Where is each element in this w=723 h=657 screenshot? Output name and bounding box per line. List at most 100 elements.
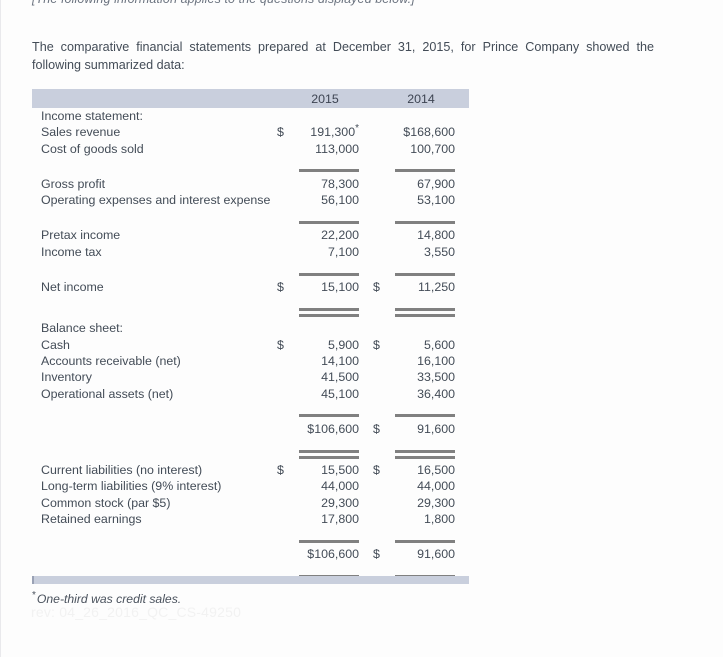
footnote-marker: *: [32, 589, 36, 601]
row-label: Cost of goods sold: [41, 141, 144, 156]
cell-value: 16,100: [417, 353, 455, 368]
table-row: Net income $15,100 $11,250: [32, 279, 469, 295]
cell-value: 100,700: [410, 141, 455, 156]
row-label: Pretax income: [41, 228, 121, 243]
table-row: Inventory 41,500 33,500: [32, 369, 469, 385]
double-rule-row: [32, 446, 469, 462]
currency-symbol: $: [373, 547, 380, 562]
table-body: Income statement: Sales revenue $191,300*…: [32, 108, 469, 588]
revision-watermark: rev: 04_26_2016_QC_CS-49250: [31, 604, 242, 620]
subtotal-underline: [395, 220, 455, 224]
total-double-underline: [299, 449, 359, 453]
row-label: Cash: [41, 337, 70, 352]
comparative-financials-table: 2015 2014 Income statement: Sales revenu…: [32, 89, 469, 588]
spacer-row: [32, 295, 469, 304]
rule-spacer: [32, 446, 277, 462]
spacer-row: [32, 563, 469, 572]
table-header: 2015 2014: [32, 89, 469, 108]
spacer-row: [32, 157, 469, 166]
table-header-row: 2015 2014: [32, 89, 469, 108]
cell-value: 106,600: [314, 421, 359, 436]
cell-value: 56,100: [321, 193, 359, 208]
currency-symbol: $: [373, 337, 380, 352]
table-row: Pretax income 22,200 14,800: [32, 227, 469, 243]
footnote-text: One-third was credit sales.: [36, 592, 182, 606]
cell-value: 14,100: [321, 353, 359, 368]
section-title: Balance sheet:: [41, 321, 123, 336]
single-rule-row: [32, 536, 469, 546]
table-row: $106,600 $91,600: [32, 546, 469, 562]
cell-value: 3,550: [423, 244, 455, 259]
row-label: Operational assets (net): [41, 386, 174, 401]
cell-value: 14,800: [417, 228, 455, 243]
clipped-instruction-note: [The following information applies to th…: [32, 0, 415, 6]
row-label: [32, 546, 277, 562]
table-row: Retained earnings 17,800 1,800: [32, 511, 469, 527]
table-row: Common stock (par $5) 29,300 29,300: [32, 495, 469, 511]
column-header-label: [32, 89, 277, 108]
currency-symbol: $: [277, 463, 284, 478]
currency-symbol: $: [277, 280, 284, 295]
table-row: Cash $5,900 $5,600: [32, 337, 469, 353]
column-header-2014: 2014: [373, 89, 469, 108]
currency-symbol: $: [307, 421, 315, 436]
cell-value: 29,300: [417, 495, 455, 510]
section-divider-bar: [32, 576, 469, 584]
table-row: Operating expenses and interest expense 5…: [32, 192, 469, 208]
cell-value: 41,500: [321, 370, 359, 385]
cell-value: 36,400: [417, 386, 455, 401]
subtotal-underline: [395, 272, 455, 276]
row-label: Sales revenue: [41, 125, 121, 140]
cell-value: 1,800: [423, 512, 455, 527]
row-label: Inventory: [41, 370, 92, 385]
row-label: Accounts receivable (net): [41, 353, 181, 368]
row-label: Operating expenses and interest expense: [41, 193, 271, 208]
section-title: Income statement:: [41, 109, 143, 123]
total-double-underline: [395, 307, 455, 311]
spacer-row: [32, 527, 469, 536]
rule-spacer: [32, 536, 277, 546]
rule-spacer: [32, 304, 277, 320]
cell-value: 5,900: [327, 337, 359, 352]
spacer-row: [32, 260, 469, 269]
cell-value: 7,100: [327, 244, 359, 259]
cell-value: 11,250: [418, 280, 455, 295]
subtotal-underline: [395, 414, 455, 418]
cell-value: 91,600: [417, 547, 455, 562]
currency-symbol: $: [373, 280, 380, 295]
subtotal-underline: [299, 414, 359, 418]
cell-value: 44,000: [417, 479, 455, 494]
table-row: Income tax 7,100 3,550: [32, 244, 469, 260]
rule-spacer: [32, 411, 277, 421]
cell-value: 191,300: [310, 125, 356, 140]
table-row: Long-term liabilities (9% interest) 44,00…: [32, 478, 469, 494]
cell-value: 22,200: [321, 228, 359, 243]
column-header-2015: 2015: [277, 89, 373, 108]
cell-value: 16,500: [417, 463, 455, 478]
spacer-row: [32, 437, 469, 446]
cell-value: 33,500: [417, 370, 455, 385]
single-rule-row: [32, 411, 469, 421]
row-label: Current liabilities (no interest): [41, 463, 203, 478]
total-double-underline: [299, 307, 359, 311]
subtotal-underline: [299, 169, 359, 173]
table-row: Cost of goods sold 113,000 100,700: [32, 141, 469, 157]
currency-symbol: $: [373, 463, 380, 478]
rule-spacer: [32, 217, 277, 227]
subtotal-underline: [395, 539, 455, 543]
intro-paragraph: The comparative financial statements pre…: [32, 39, 654, 72]
cell-value: 168,600: [410, 125, 455, 140]
cell-value: 106,600: [314, 547, 359, 562]
table-row: Sales revenue $191,300* $168,600: [32, 124, 469, 140]
currency-symbol: $: [307, 547, 315, 562]
footnote: *One-third was credit sales.: [32, 589, 182, 606]
subtotal-underline: [299, 220, 359, 224]
currency-symbol: $: [277, 125, 284, 140]
total-double-underline: [395, 449, 455, 453]
cell-value: 78,300: [321, 176, 359, 191]
cell-value: 15,500: [321, 463, 359, 478]
spacer-row: [32, 208, 469, 217]
cell-value: 53,100: [417, 193, 455, 208]
table-row: Accounts receivable (net) 14,100 16,100: [32, 353, 469, 369]
